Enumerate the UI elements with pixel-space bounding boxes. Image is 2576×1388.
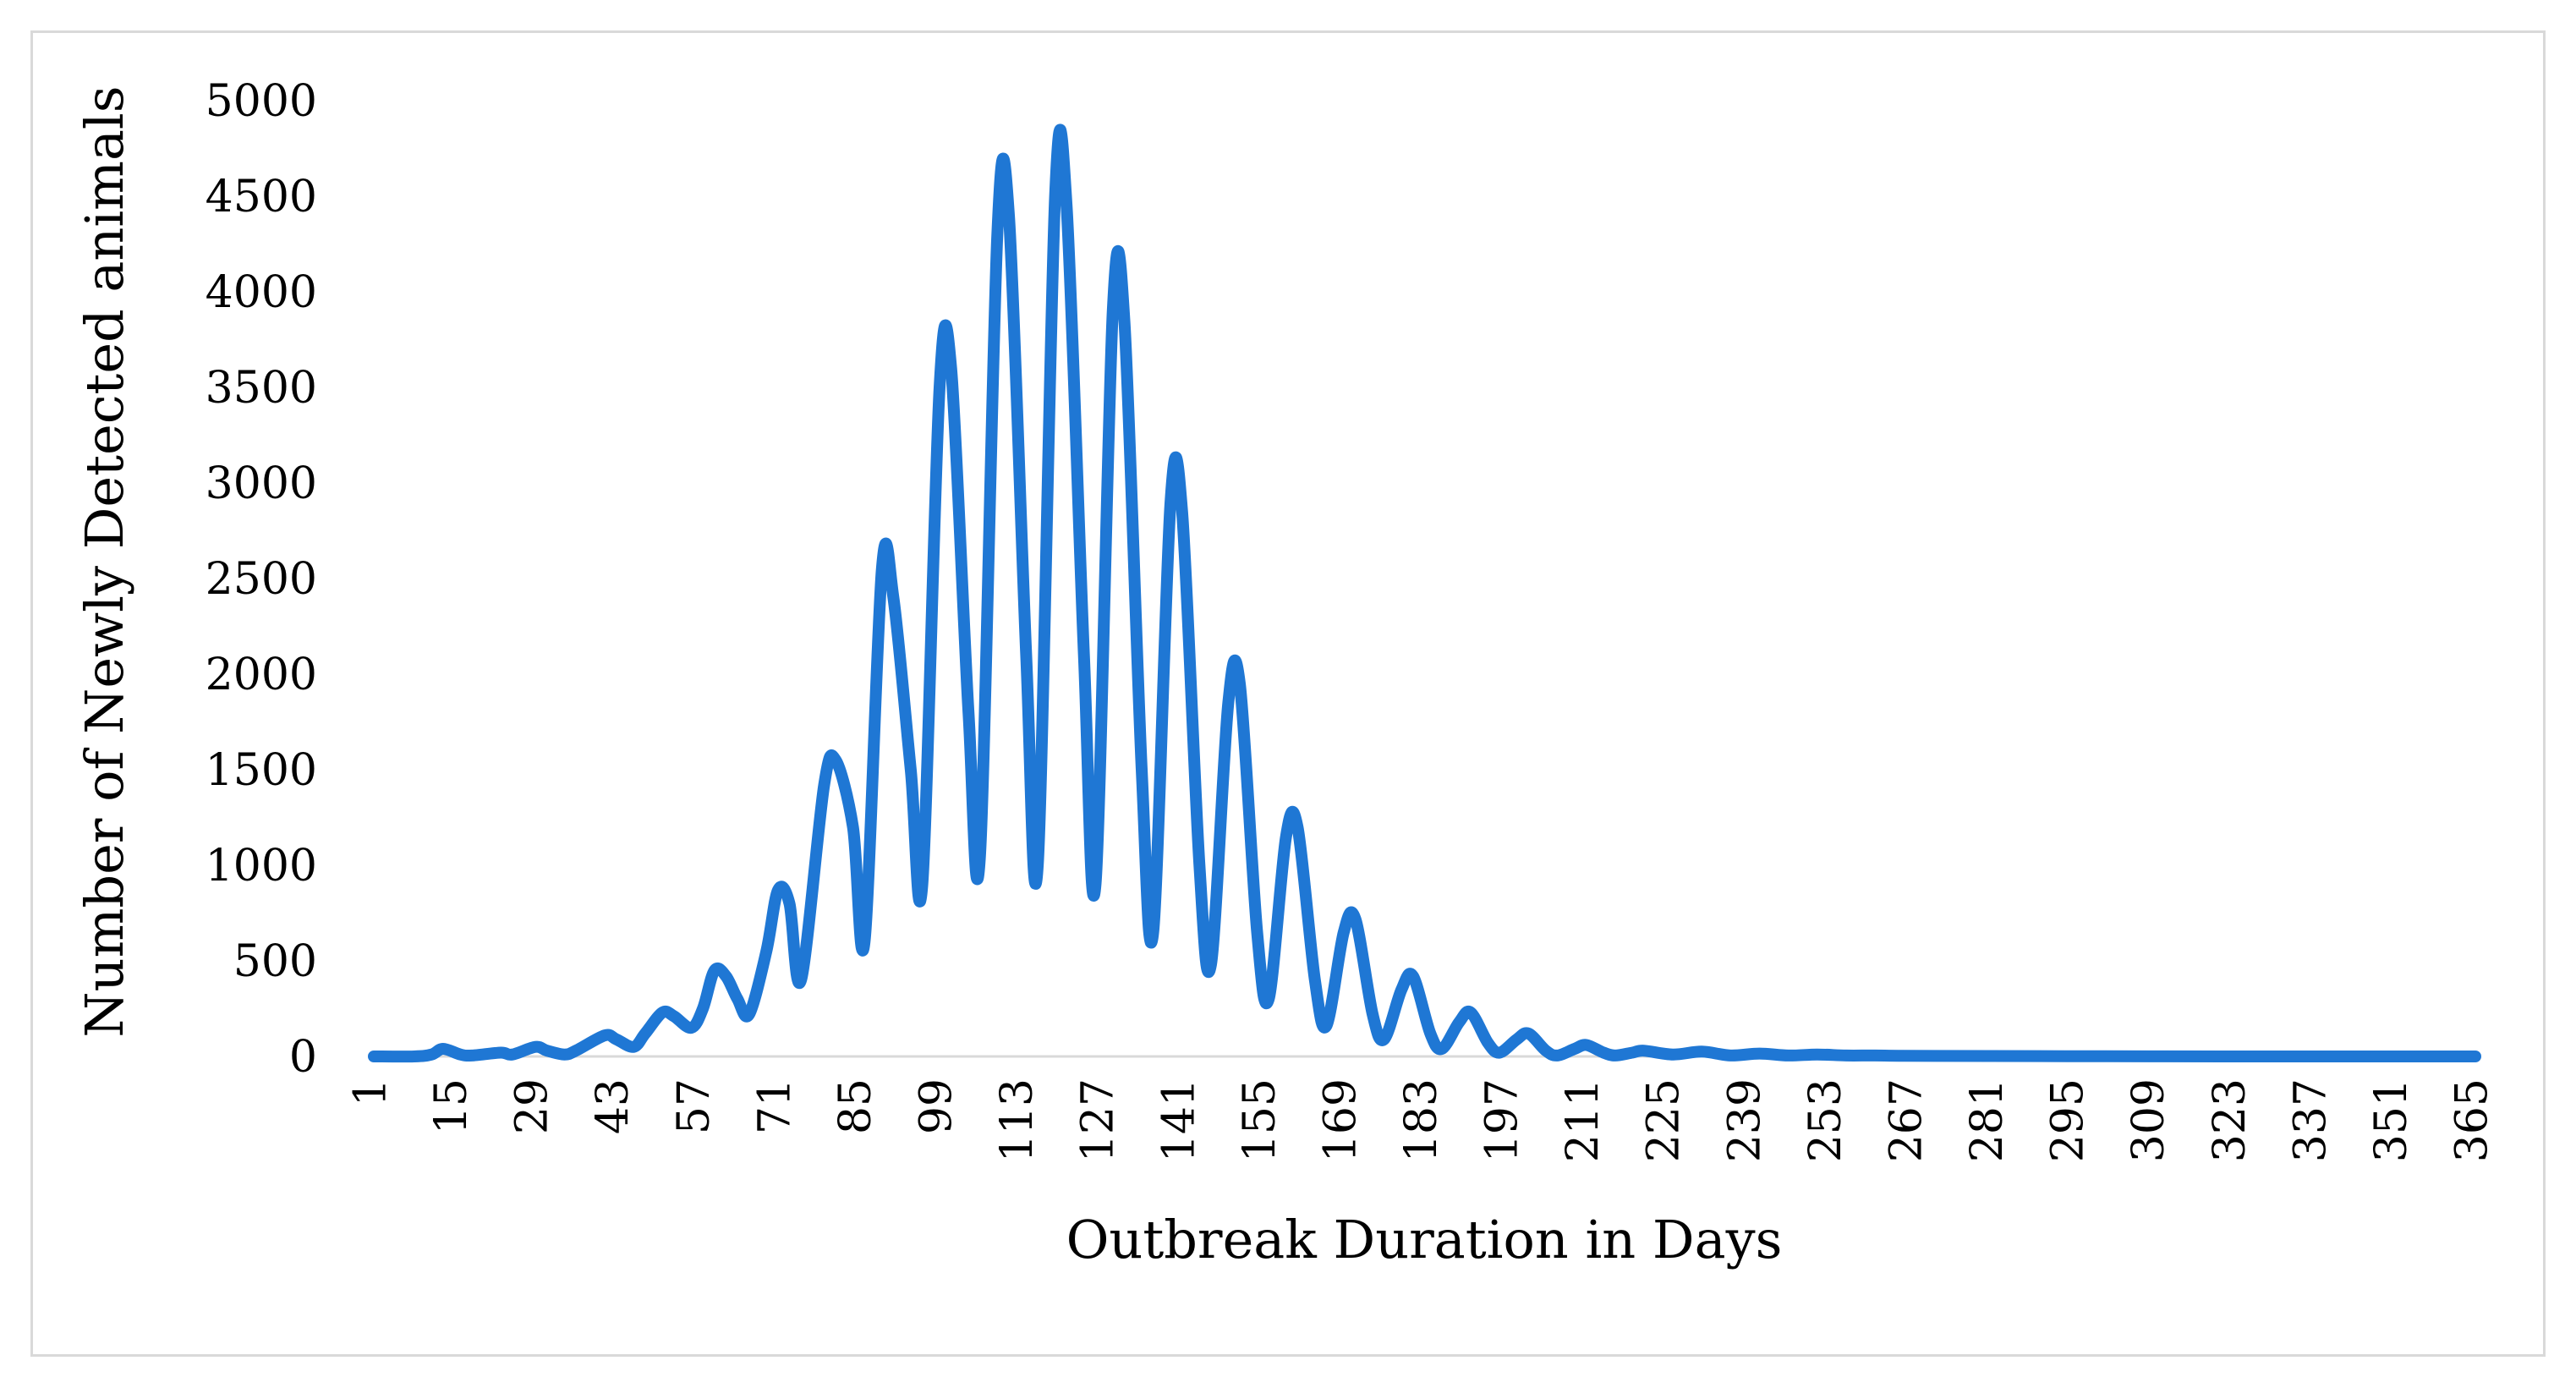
x-tick-label: 309 [2124, 1078, 2174, 1162]
y-tick-label: 0 [289, 1032, 317, 1083]
x-tick-label: 225 [1639, 1078, 1690, 1162]
x-tick-label: 127 [1073, 1078, 1124, 1162]
x-tick-label: 239 [1719, 1078, 1770, 1162]
x-tick-label: 281 [1962, 1078, 2013, 1162]
x-tick-label: 351 [2366, 1078, 2417, 1162]
x-tick-label: 155 [1235, 1078, 1285, 1162]
y-tick-label: 2500 [206, 554, 317, 605]
x-tick-label: 267 [1881, 1078, 1932, 1162]
x-tick-label: 1 [346, 1078, 397, 1106]
series-line [368, 123, 2481, 1063]
y-tick-label: 5000 [206, 76, 317, 127]
y-tick-label: 3500 [206, 363, 317, 414]
y-axis-ticks: 0 500 1000 1500 2000 2500 3000 3500 4000 4500 5000 [206, 76, 317, 1083]
x-tick-label: 295 [2043, 1078, 2094, 1162]
x-tick-label: 43 [588, 1078, 639, 1134]
y-tick-label: 1500 [206, 745, 317, 796]
x-tick-label: 365 [2447, 1078, 2498, 1162]
x-tick-label: 85 [830, 1078, 881, 1134]
x-tick-label: 99 [912, 1078, 962, 1134]
x-tick-label: 323 [2205, 1078, 2255, 1162]
x-tick-label: 71 [749, 1078, 800, 1134]
x-tick-label: 253 [1800, 1078, 1851, 1162]
x-tick-label: 169 [1315, 1078, 1366, 1162]
x-tick-label: 337 [2285, 1078, 2336, 1162]
x-axis-ticks: 1 15 29 43 57 71 85 99 113 127 141 155 169 183 197 211 2… [346, 1078, 2498, 1162]
x-tick-label: 183 [1396, 1078, 1447, 1162]
y-tick-label: 4500 [206, 172, 317, 222]
x-tick-label: 197 [1477, 1078, 1528, 1162]
x-tick-label: 29 [507, 1078, 558, 1134]
x-tick-label: 211 [1558, 1078, 1609, 1162]
y-tick-label: 500 [233, 936, 317, 987]
y-tick-label: 1000 [206, 841, 317, 892]
x-tick-label: 113 [992, 1078, 1043, 1162]
x-axis-title: Outbreak Duration in Days [1066, 1209, 1783, 1270]
y-tick-label: 4000 [206, 267, 317, 318]
y-tick-label: 2000 [206, 650, 317, 700]
x-tick-label: 15 [426, 1078, 477, 1134]
x-tick-label: 57 [669, 1078, 720, 1134]
line-chart: 0 500 1000 1500 2000 2500 3000 3500 4000 4500 5000… [74, 76, 2498, 1270]
x-tick-label: 141 [1154, 1078, 1204, 1162]
y-tick-label: 3000 [206, 458, 317, 509]
chart-frame: 0 500 1000 1500 2000 2500 3000 3500 4000 4500 5000… [30, 30, 2546, 1357]
y-axis-title: Number of Newly Detected animals [74, 85, 135, 1037]
